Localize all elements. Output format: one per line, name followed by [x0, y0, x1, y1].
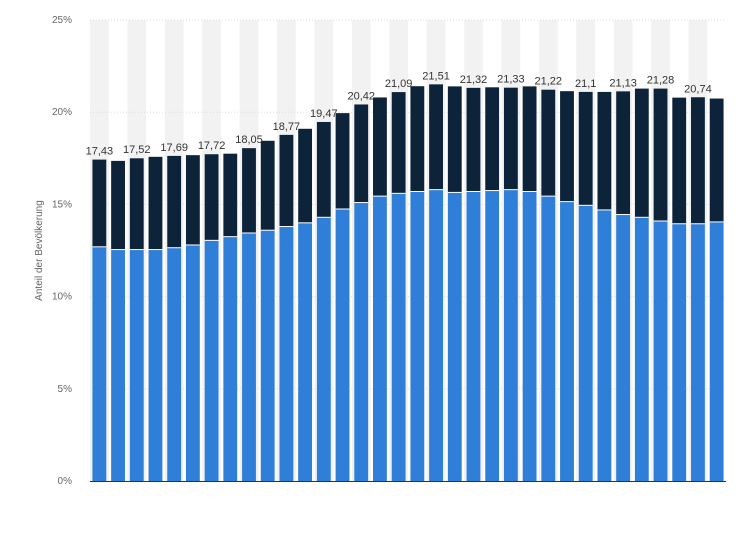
data-label: 21,28: [647, 75, 675, 87]
data-label: 21,33: [497, 74, 525, 86]
y-tick-label: 10%: [52, 292, 72, 303]
bar-segment-bottom: [148, 249, 163, 481]
bar-segment-top: [616, 91, 631, 215]
bars: [92, 84, 724, 482]
bar-segment-top: [148, 156, 163, 250]
bar-segment-bottom: [92, 246, 107, 481]
data-labels: 17,43 17,52 17,69 17,72 18,05 18,77 19,47 20,42…: [86, 70, 712, 157]
bar-segment-bottom: [466, 191, 481, 481]
bar-segment-top: [223, 153, 238, 237]
bar-segment-bottom: [522, 191, 537, 481]
bar-segment-bottom: [185, 244, 200, 481]
bar-segment-top: [503, 87, 518, 190]
bar-segment-bottom: [429, 189, 443, 481]
data-label: 21,09: [385, 78, 413, 90]
bar-segment-top: [204, 154, 219, 241]
y-tick-label: 0%: [58, 476, 73, 487]
data-label: 21,51: [422, 70, 450, 82]
y-tick-label: 15%: [52, 199, 72, 210]
bar-segment-top: [316, 121, 331, 218]
data-label: 21,22: [535, 76, 563, 88]
bar-segment-bottom: [279, 226, 294, 481]
bar-segment-top: [578, 91, 593, 206]
bar-segment-bottom: [597, 209, 612, 481]
y-tick-label: 5%: [58, 384, 73, 395]
bar-segment-bottom: [447, 192, 462, 481]
data-label: 18,05: [235, 134, 263, 146]
data-label: 17,52: [123, 144, 151, 156]
bar-segment-bottom: [204, 240, 219, 481]
bar-segment-top: [634, 88, 649, 218]
y-axis-label: Anteil der Bevölkerung: [34, 200, 45, 301]
bar-segment-top: [597, 91, 612, 210]
bar-segment-top: [653, 88, 668, 221]
bar-segment-top: [129, 158, 144, 250]
bar-segment-bottom: [634, 217, 649, 482]
bar-segment-bottom: [578, 205, 593, 481]
y-tick-label: 25%: [52, 15, 72, 26]
bar-segment-bottom: [616, 214, 631, 482]
bar-segment-top: [92, 159, 107, 247]
bar-segment-bottom: [410, 191, 425, 481]
bar-segment-top: [373, 97, 387, 197]
bar-segment-bottom: [223, 236, 238, 481]
data-label: 21,1: [575, 78, 596, 90]
bar-segment-top: [279, 134, 294, 227]
bar-segment-top: [260, 140, 275, 231]
bar-segment-bottom: [354, 202, 369, 481]
bar-segment-bottom: [167, 247, 182, 481]
bar-segment-bottom: [129, 249, 144, 481]
bar-segment-top: [709, 98, 724, 222]
bar-segment-top: [522, 86, 537, 192]
bar-segment-bottom: [298, 222, 313, 481]
bar-segment-bottom: [111, 249, 125, 481]
bar-segment-top: [541, 89, 556, 197]
bar-segment-bottom: [335, 209, 350, 481]
data-label: 19,47: [310, 108, 338, 120]
bar-segment-top: [185, 155, 200, 245]
bar-segment-top: [466, 87, 481, 192]
bar-segment-top: [429, 84, 443, 190]
bar-segment-bottom: [691, 223, 705, 481]
bar-segment-bottom: [560, 201, 574, 481]
bar-segment-top: [335, 113, 350, 210]
data-label: 17,69: [160, 142, 188, 154]
bar-segment-top: [298, 128, 313, 223]
bar-segment-bottom: [260, 230, 275, 481]
bar-segment-top: [391, 92, 406, 194]
bar-segment-top: [242, 148, 256, 233]
bar-segment-bottom: [653, 220, 668, 481]
y-axis-ticks: 0% 5% 10% 15% 20% 25%: [52, 15, 72, 487]
bar-segment-bottom: [373, 196, 387, 482]
bar-segment-top: [167, 155, 182, 248]
bar-segment-top: [485, 87, 500, 191]
y-tick-label: 20%: [52, 107, 72, 118]
bar-segment-top: [672, 97, 687, 224]
bar-segment-top: [410, 86, 425, 192]
bar-segment-bottom: [391, 193, 406, 481]
data-label: 17,43: [86, 146, 114, 158]
bar-segment-top: [691, 97, 705, 224]
bar-segment-bottom: [485, 190, 500, 481]
bar-segment-bottom: [709, 221, 724, 481]
data-label: 17,72: [198, 140, 226, 152]
bar-segment-top: [111, 160, 125, 250]
bar-segment-top: [354, 104, 369, 203]
data-label: 21,32: [460, 74, 488, 86]
bar-segment-top: [560, 91, 574, 202]
bar-segment-bottom: [316, 217, 331, 482]
bar-segment-bottom: [672, 223, 687, 481]
data-label: 21,13: [609, 77, 637, 89]
bar-segment-bottom: [503, 189, 518, 481]
bar-segment-bottom: [541, 196, 556, 482]
data-label: 20,42: [347, 90, 375, 102]
bar-segment-top: [447, 86, 462, 193]
bar-segment-bottom: [242, 232, 256, 481]
data-label: 18,77: [273, 121, 301, 133]
data-label: 20,74: [684, 83, 712, 95]
